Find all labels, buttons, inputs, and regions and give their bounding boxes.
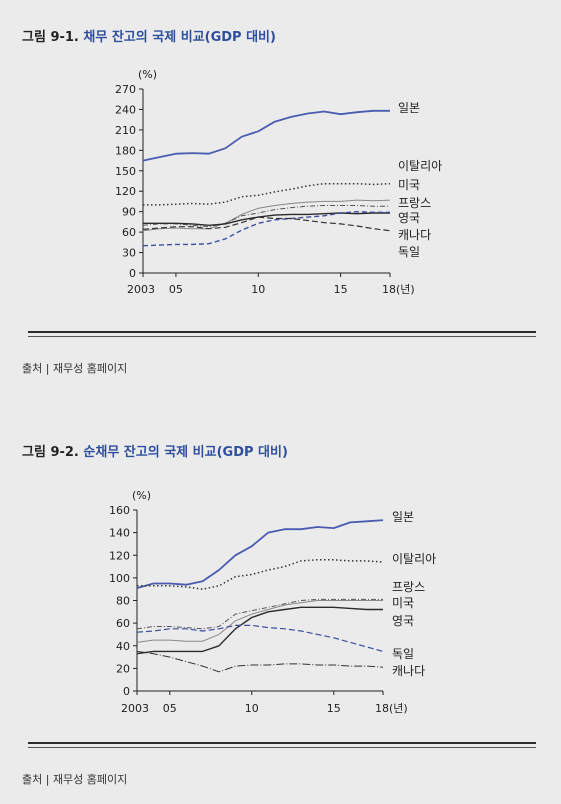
figure-2-source: 출처 | 재무성 홈페이지 [22, 773, 128, 786]
chart-1-y-tick-label: 30 [122, 247, 136, 260]
chart-2-series-line [136, 606, 383, 655]
figure-2-title-text: 순채무 잔고의 국제 비교(GDP 대비) [83, 445, 288, 460]
chart-2-series-line [136, 650, 384, 673]
chart-1-series-line [142, 199, 391, 232]
chart-1-y-tick-label: 90 [122, 206, 136, 219]
chart-2-svg: (%) 0 20 40 60 80 100 120 140 160 2003 05 10 15 18(년) 일… [109, 489, 436, 715]
figure-2-number: 그림 9-2. [22, 445, 79, 460]
chart-1-series-label: 독일 [398, 245, 420, 259]
chart-1-series-line [142, 205, 390, 228]
chart-1-series-line [142, 216, 391, 232]
chart-2-series-line [136, 598, 383, 630]
chart-2-series-line [137, 559, 384, 590]
chart-2-x-tick-label: 05 [163, 702, 177, 715]
chart-1-x-tick-label: 18(년) [382, 283, 415, 296]
chart-2-series-label: 이탈리아 [392, 552, 436, 566]
chart-1-y-tick-label: 270 [115, 83, 136, 96]
chart-2-x-tick-label: 18(년) [375, 702, 408, 715]
chart-1-series-label: 영국 [398, 211, 420, 225]
chart-2-series-line [136, 600, 383, 643]
chart-1-series-line [142, 109, 390, 162]
chart-1-y-tick-label: 150 [115, 165, 136, 178]
chart-1-y-tick-label: 180 [115, 144, 136, 157]
chart-2-series-line [136, 519, 384, 589]
chart-1-series-label: 캐나다 [398, 228, 431, 242]
chart-1: (%) 0 30 60 90 120 150 180 210 240 270 2003 05 10 15 18… [0, 0, 561, 330]
chart-2-y-tick-label: 100 [109, 572, 130, 585]
chart-2-series-label: 독일 [392, 647, 414, 661]
chart-2-series-line [136, 624, 384, 652]
chart-1-series-line [143, 212, 390, 227]
chart-2-y-tick-label: 60 [116, 617, 130, 630]
chart-1-series-line [143, 182, 391, 206]
chart-2-series-label: 미국 [392, 596, 414, 610]
chart-1-unit-label: (%) [138, 68, 157, 81]
chart-2-y-tick-label: 140 [109, 527, 130, 540]
chart-1-y-tick-label: 210 [115, 124, 136, 137]
figure-1-title-text: 채무 잔고의 국제 비교(GDP 대비) [83, 30, 276, 45]
figure-1-number: 그림 9-1. [22, 30, 79, 45]
divider-2 [28, 742, 536, 748]
chart-1-series-line [142, 210, 390, 247]
chart-2-series-label: 영국 [392, 614, 414, 628]
chart-2-x-tick-label: 2003 [121, 702, 149, 715]
chart-2-y-tick-label: 20 [116, 662, 130, 675]
chart-2-series-label: 일본 [392, 510, 414, 524]
chart-1-x-tick-label: 05 [169, 283, 183, 296]
chart-2-y-tick-label: 120 [109, 549, 130, 562]
chart-2-x-tick-label: 15 [327, 702, 341, 715]
chart-2-series-label: 프랑스 [392, 580, 425, 594]
chart-2-y-tick-label: 40 [116, 640, 130, 653]
chart-1-y-tick-label: 240 [115, 103, 136, 116]
divider-1 [28, 331, 536, 337]
figure-1-title: 그림 9-1. 채무 잔고의 국제 비교(GDP 대비) [22, 26, 276, 45]
chart-2-y-tick-label: 160 [109, 504, 130, 517]
chart-1-y-tick-label: 120 [115, 185, 136, 198]
chart-2-y-tick-label: 80 [116, 595, 130, 608]
chart-2-unit-label: (%) [132, 489, 151, 502]
chart-1-y-tick-label: 0 [129, 267, 136, 280]
chart-1-x-tick-label: 15 [334, 283, 348, 296]
chart-1-series-label: 미국 [398, 178, 420, 192]
chart-2-y-tick-label: 0 [123, 685, 130, 698]
chart-1-series-label: 프랑스 [398, 196, 431, 210]
chart-1-y-tick-label: 60 [122, 226, 136, 239]
chart-1-series-label: 일본 [398, 101, 420, 115]
chart-2-series-label: 캐나다 [392, 664, 425, 678]
chart-1-svg: (%) 0 30 60 90 120 150 180 210 240 270 2003 05 10 15 18… [115, 68, 442, 296]
chart-1-series-label: 이탈리아 [398, 159, 442, 173]
chart-2-x-tick-label: 10 [245, 702, 259, 715]
chart-1-x-tick-label: 10 [251, 283, 265, 296]
figure-2-title: 그림 9-2. 순채무 잔고의 국제 비교(GDP 대비) [22, 441, 288, 460]
chart-1-x-tick-label: 2003 [127, 283, 155, 296]
figure-1-source: 출처 | 재무성 홈페이지 [22, 362, 128, 375]
